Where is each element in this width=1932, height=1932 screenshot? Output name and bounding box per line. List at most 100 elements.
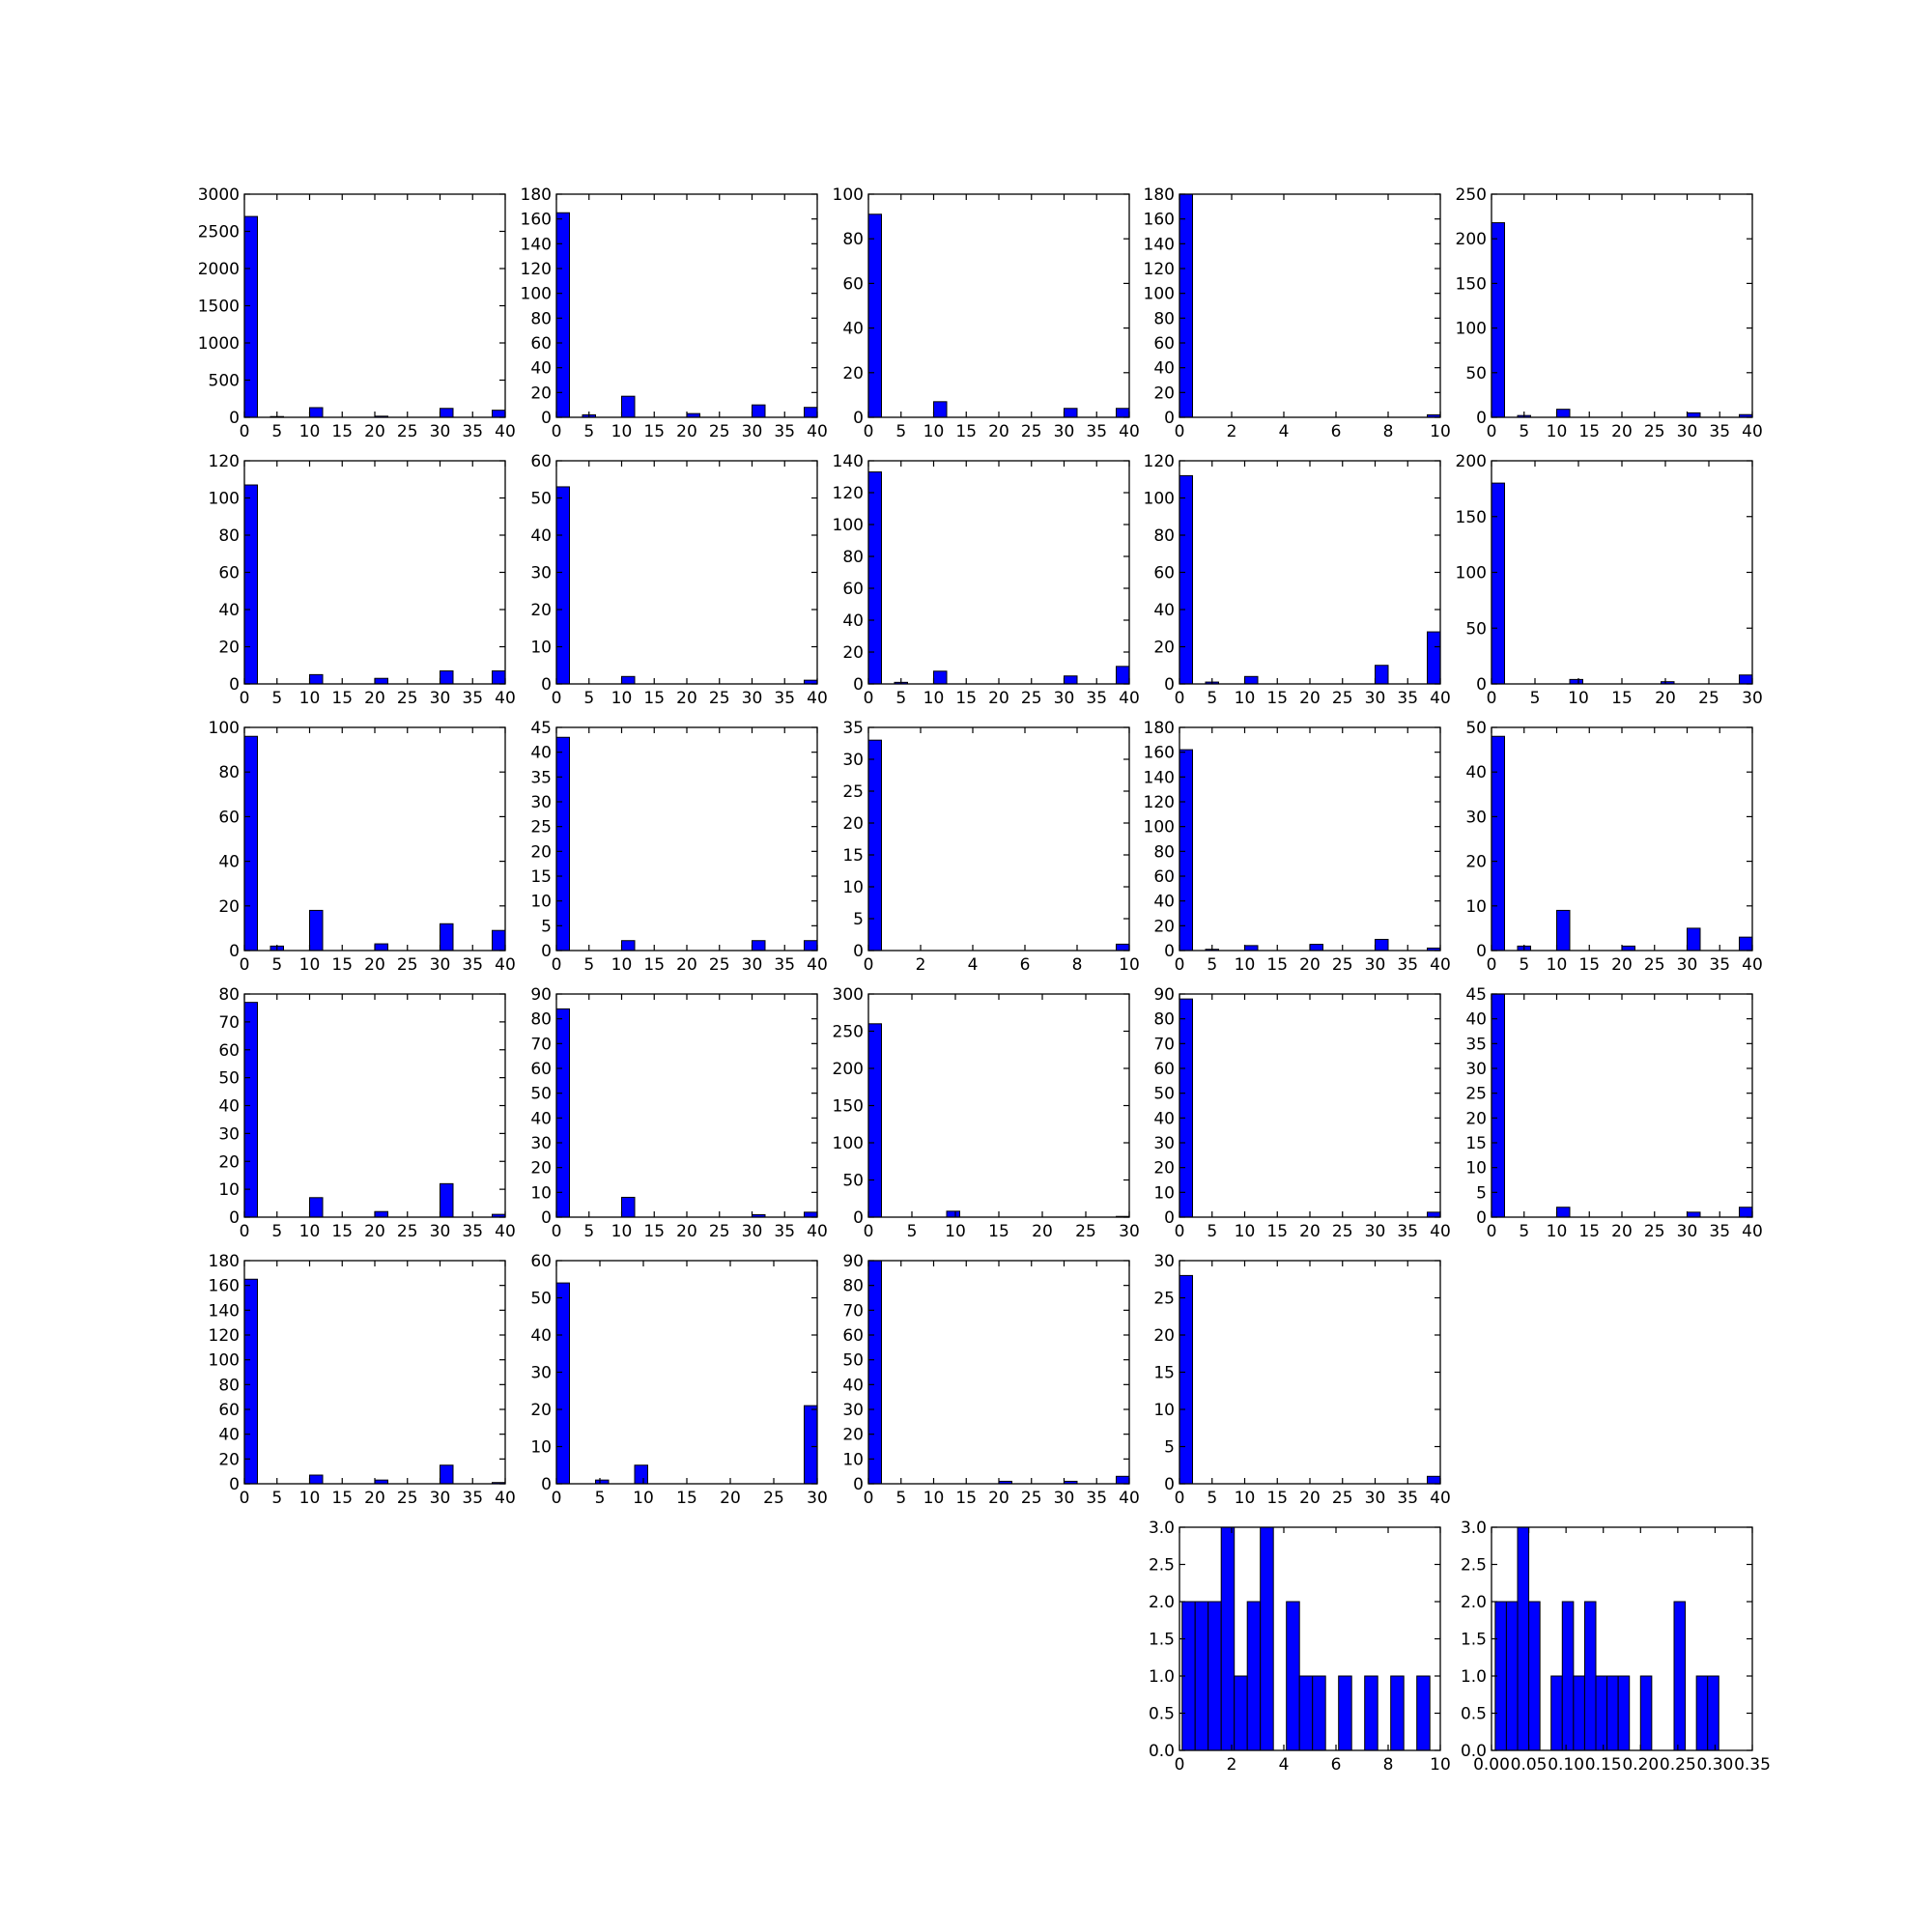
y-tick-label: 100 xyxy=(833,1134,864,1153)
y-tick-label: 1.0 xyxy=(1461,1667,1487,1687)
y-tick-label: 70 xyxy=(218,1013,240,1033)
y-tick-label: 100 xyxy=(1144,490,1175,509)
x-tick-label: 35 xyxy=(462,422,483,441)
x-tick-label: 10 xyxy=(1547,422,1568,441)
x-tick-label: 0 xyxy=(552,422,562,441)
y-tick-label: 140 xyxy=(1144,768,1175,787)
x-tick-label: 15 xyxy=(1578,955,1600,975)
y-tick-label: 40 xyxy=(1153,1109,1175,1128)
histogram-bar xyxy=(1491,222,1505,418)
y-tick-label: 1.5 xyxy=(1149,1631,1175,1650)
y-tick-label: 0 xyxy=(853,1475,864,1494)
x-tick-label: 35 xyxy=(1397,689,1418,708)
x-tick-label: 20 xyxy=(1611,1222,1633,1241)
y-tick-label: 15 xyxy=(842,846,864,866)
histogram-bar xyxy=(1179,749,1193,952)
histogram-bar xyxy=(752,940,766,952)
y-tick-label: 0.5 xyxy=(1461,1705,1487,1724)
y-tick-label: 20 xyxy=(1153,384,1175,403)
histogram-bar xyxy=(933,401,948,418)
x-tick-label: 2 xyxy=(1227,422,1237,441)
x-tick-label: 10 xyxy=(1430,422,1451,441)
y-tick-label: 2.5 xyxy=(1461,1556,1487,1576)
histogram-bar xyxy=(1491,735,1505,952)
x-tick-label: 25 xyxy=(397,689,418,708)
y-tick-label: 140 xyxy=(521,235,552,254)
x-tick-label: 25 xyxy=(1332,689,1353,708)
x-tick-label: 2 xyxy=(916,955,926,975)
histogram-bar xyxy=(243,215,258,418)
y-tick-label: 0 xyxy=(1476,409,1487,428)
x-tick-label: 15 xyxy=(1266,955,1288,975)
y-tick-label: 2.0 xyxy=(1461,1593,1487,1612)
x-tick-label: 35 xyxy=(1709,1222,1730,1241)
x-tick-label: 40 xyxy=(1119,1489,1140,1508)
y-tick-label: 80 xyxy=(842,548,864,567)
x-tick-label: 35 xyxy=(1709,955,1730,975)
x-tick-label: 10 xyxy=(923,1489,945,1508)
y-tick-label: 0 xyxy=(1164,409,1175,428)
y-tick-label: 5 xyxy=(1476,1183,1487,1203)
axes-frame xyxy=(867,993,1130,1218)
x-tick-label: 30 xyxy=(1677,422,1698,441)
x-tick-label: 40 xyxy=(1742,422,1763,441)
x-tick-label: 25 xyxy=(1021,422,1042,441)
x-tick-label: 10 xyxy=(1568,689,1589,708)
histogram-panel-16: 0 10 20 30 40 50 60 70 80 0 5 10 15 20 25 30 35 40 xyxy=(218,985,515,1241)
x-tick-label: 8 xyxy=(1072,955,1083,975)
y-tick-label: 50 xyxy=(530,1290,552,1309)
x-tick-label: 10 xyxy=(611,422,633,441)
x-tick-label: 10 xyxy=(299,955,321,975)
y-tick-label: 60 xyxy=(842,274,864,294)
y-tick-label: 2.0 xyxy=(1149,1593,1175,1612)
axes-frame xyxy=(555,1260,818,1485)
x-tick-label: 0 xyxy=(552,689,562,708)
y-tick-label: 30 xyxy=(1465,1060,1487,1079)
y-tick-label: 80 xyxy=(1153,309,1175,328)
histogram-bar xyxy=(1687,412,1701,418)
histogram-bar xyxy=(1064,408,1078,418)
histogram-bar xyxy=(492,410,506,418)
x-tick-label: 25 xyxy=(397,1222,418,1241)
histogram-bar xyxy=(1569,678,1583,685)
histogram-bar xyxy=(1234,1675,1248,1751)
x-tick-label: 25 xyxy=(1644,1222,1665,1241)
histogram-bar xyxy=(634,1464,648,1485)
y-tick-label: 0 xyxy=(1476,942,1487,961)
x-tick-label: 20 xyxy=(988,1489,1009,1508)
x-tick-label: 0 xyxy=(1175,1222,1185,1241)
y-tick-label: 60 xyxy=(530,1252,552,1271)
x-tick-label: 35 xyxy=(1397,955,1418,975)
histogram-bar xyxy=(440,923,454,952)
y-tick-label: 200 xyxy=(1456,452,1487,471)
y-tick-label: 40 xyxy=(218,601,240,620)
x-tick-label: 20 xyxy=(988,689,1009,708)
histogram-panel-3: 0 20 40 60 80 100 0 5 10 15 20 25 30 35 40 xyxy=(833,185,1140,441)
x-tick-label: 10 xyxy=(299,422,321,441)
x-tick-label: 0 xyxy=(1487,689,1497,708)
x-tick-label: 30 xyxy=(742,955,763,975)
y-tick-label: 40 xyxy=(842,611,864,631)
x-tick-label: 15 xyxy=(331,1489,353,1508)
x-tick-label: 15 xyxy=(1266,1489,1288,1508)
x-tick-label: 25 xyxy=(1332,1489,1353,1508)
axes-frame xyxy=(243,726,506,952)
y-tick-label: 80 xyxy=(218,1376,240,1395)
x-tick-label: 10 xyxy=(1430,1755,1451,1775)
x-tick-label: 0 xyxy=(1175,689,1185,708)
histogram-bar xyxy=(1179,474,1193,685)
y-tick-label: 0 xyxy=(229,409,240,428)
x-tick-label: 5 xyxy=(271,422,282,441)
histogram-bar xyxy=(1528,1601,1541,1751)
y-tick-label: 60 xyxy=(1153,1060,1175,1079)
y-tick-label: 0 xyxy=(541,675,552,695)
y-tick-label: 30 xyxy=(530,564,552,583)
histogram-bar xyxy=(1390,1675,1405,1751)
x-tick-label: 0.15 xyxy=(1585,1755,1622,1775)
axes-frame xyxy=(1491,460,1753,685)
histogram-bar xyxy=(1556,409,1571,418)
histogram-bar xyxy=(867,1260,882,1485)
histogram-bar xyxy=(933,670,948,685)
